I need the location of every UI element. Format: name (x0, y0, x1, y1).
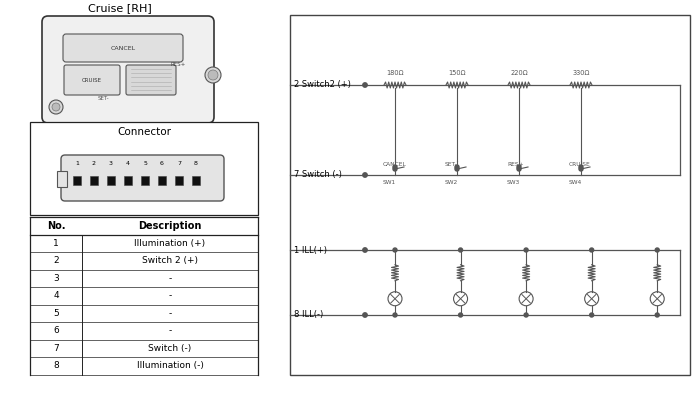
Text: 2: 2 (92, 161, 96, 166)
Circle shape (655, 313, 659, 317)
Text: CRUISE: CRUISE (82, 78, 102, 82)
Circle shape (363, 83, 368, 87)
Text: Switch 2 (+): Switch 2 (+) (142, 256, 198, 265)
Text: 1: 1 (53, 239, 59, 248)
Bar (57, 171, 67, 187)
FancyBboxPatch shape (64, 65, 120, 95)
Text: 180Ω: 180Ω (386, 70, 404, 76)
Circle shape (458, 248, 463, 252)
Text: SW3: SW3 (507, 180, 520, 186)
Text: RES+: RES+ (507, 162, 524, 168)
Text: 3: 3 (109, 161, 113, 166)
Circle shape (363, 173, 368, 177)
Circle shape (205, 67, 221, 83)
Bar (90, 176, 98, 185)
Text: 5: 5 (53, 309, 59, 318)
Circle shape (584, 292, 598, 306)
Text: Cruise [RH]: Cruise [RH] (88, 3, 152, 13)
Bar (107, 176, 115, 185)
Circle shape (524, 248, 528, 252)
Text: 4: 4 (53, 291, 59, 300)
Text: 6: 6 (53, 326, 59, 335)
Circle shape (454, 292, 468, 306)
Circle shape (517, 165, 521, 169)
Text: 2 Switch2 (+): 2 Switch2 (+) (294, 80, 351, 90)
Text: CANCEL: CANCEL (383, 162, 407, 168)
Circle shape (455, 165, 459, 169)
Circle shape (49, 100, 63, 114)
Circle shape (519, 292, 533, 306)
Text: SW4: SW4 (569, 180, 582, 186)
Circle shape (524, 313, 528, 317)
Bar (175, 176, 183, 185)
Text: Description: Description (139, 221, 202, 231)
Text: 8: 8 (194, 161, 198, 166)
Circle shape (393, 167, 397, 171)
Text: 6: 6 (160, 161, 164, 166)
Text: -: - (169, 326, 172, 335)
Bar (124, 176, 132, 185)
Text: 8 ILL(-): 8 ILL(-) (294, 310, 323, 320)
Text: Illumination (-): Illumination (-) (136, 361, 204, 370)
Circle shape (393, 165, 397, 169)
Text: No.: No. (47, 221, 65, 231)
Text: 3: 3 (53, 274, 59, 283)
Bar (141, 176, 149, 185)
Circle shape (579, 165, 583, 169)
Text: 1: 1 (75, 161, 79, 166)
Text: 7: 7 (53, 344, 59, 353)
Circle shape (363, 248, 368, 252)
Circle shape (458, 313, 463, 317)
Circle shape (517, 167, 521, 171)
Text: 1 ILL(+): 1 ILL(+) (294, 246, 327, 254)
Circle shape (589, 248, 594, 252)
Text: 4: 4 (126, 161, 130, 166)
Text: 330Ω: 330Ω (573, 70, 589, 76)
Bar (290, 15, 690, 375)
Text: -: - (169, 309, 172, 318)
Bar (158, 176, 166, 185)
Bar (73, 176, 81, 185)
Circle shape (208, 70, 218, 80)
Bar (30, 122, 258, 215)
Text: 2: 2 (53, 256, 59, 265)
FancyBboxPatch shape (63, 34, 183, 62)
Circle shape (455, 167, 459, 171)
Text: 220Ω: 220Ω (510, 70, 528, 76)
Text: Connector: Connector (117, 127, 171, 137)
Bar (192, 176, 200, 185)
Text: 7: 7 (177, 161, 181, 166)
Circle shape (363, 313, 368, 317)
FancyBboxPatch shape (126, 65, 176, 95)
Circle shape (388, 292, 402, 306)
Circle shape (393, 248, 397, 252)
Text: -: - (169, 274, 172, 283)
Circle shape (579, 167, 583, 171)
Text: RES+: RES+ (170, 62, 186, 66)
FancyBboxPatch shape (61, 155, 224, 201)
Text: 7 Switch (-): 7 Switch (-) (294, 170, 342, 180)
Text: 8: 8 (53, 361, 59, 370)
Text: SW2: SW2 (445, 180, 458, 186)
Text: -: - (169, 291, 172, 300)
Text: SW1: SW1 (383, 180, 396, 186)
Text: 150Ω: 150Ω (448, 70, 466, 76)
Text: CRUISE: CRUISE (569, 162, 591, 168)
Circle shape (650, 292, 664, 306)
Circle shape (655, 248, 659, 252)
Circle shape (52, 103, 60, 111)
Text: SET-: SET- (445, 162, 458, 168)
FancyBboxPatch shape (42, 16, 214, 123)
Circle shape (393, 313, 397, 317)
Text: CANCEL: CANCEL (111, 46, 136, 50)
Text: SET-: SET- (97, 96, 108, 102)
Text: 5: 5 (143, 161, 147, 166)
Circle shape (589, 313, 594, 317)
Text: Illumination (+): Illumination (+) (134, 239, 206, 248)
Text: Switch (-): Switch (-) (148, 344, 192, 353)
